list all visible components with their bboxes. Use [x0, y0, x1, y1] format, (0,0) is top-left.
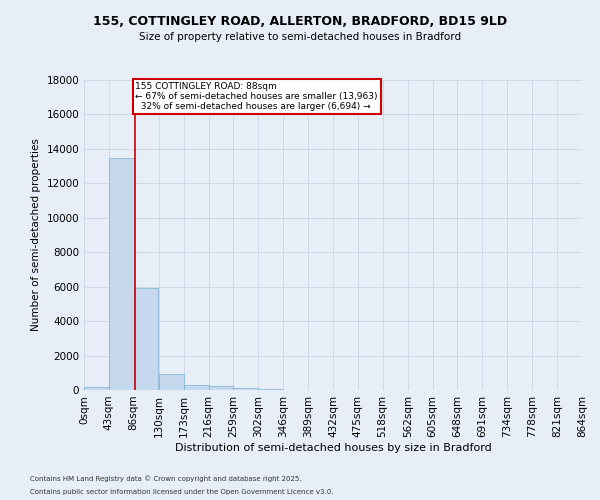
Text: 155, COTTINGLEY ROAD, ALLERTON, BRADFORD, BD15 9LD: 155, COTTINGLEY ROAD, ALLERTON, BRADFORD… [93, 15, 507, 28]
Text: 155 COTTINGLEY ROAD: 88sqm
← 67% of semi-detached houses are smaller (13,963)
  : 155 COTTINGLEY ROAD: 88sqm ← 67% of semi… [135, 82, 378, 112]
Text: Contains HM Land Registry data © Crown copyright and database right 2025.: Contains HM Land Registry data © Crown c… [30, 476, 302, 482]
Bar [233, 388, 258, 390]
Bar [84, 386, 109, 390]
Text: Contains public sector information licensed under the Open Government Licence v3: Contains public sector information licen… [30, 489, 334, 495]
Bar [184, 385, 209, 390]
X-axis label: Distribution of semi-detached houses by size in Bradford: Distribution of semi-detached houses by … [175, 442, 491, 452]
Bar [134, 288, 158, 390]
Text: Size of property relative to semi-detached houses in Bradford: Size of property relative to semi-detach… [139, 32, 461, 42]
Y-axis label: Number of semi-detached properties: Number of semi-detached properties [31, 138, 41, 332]
Bar [109, 158, 134, 390]
Bar [159, 374, 184, 390]
Bar [209, 386, 233, 390]
